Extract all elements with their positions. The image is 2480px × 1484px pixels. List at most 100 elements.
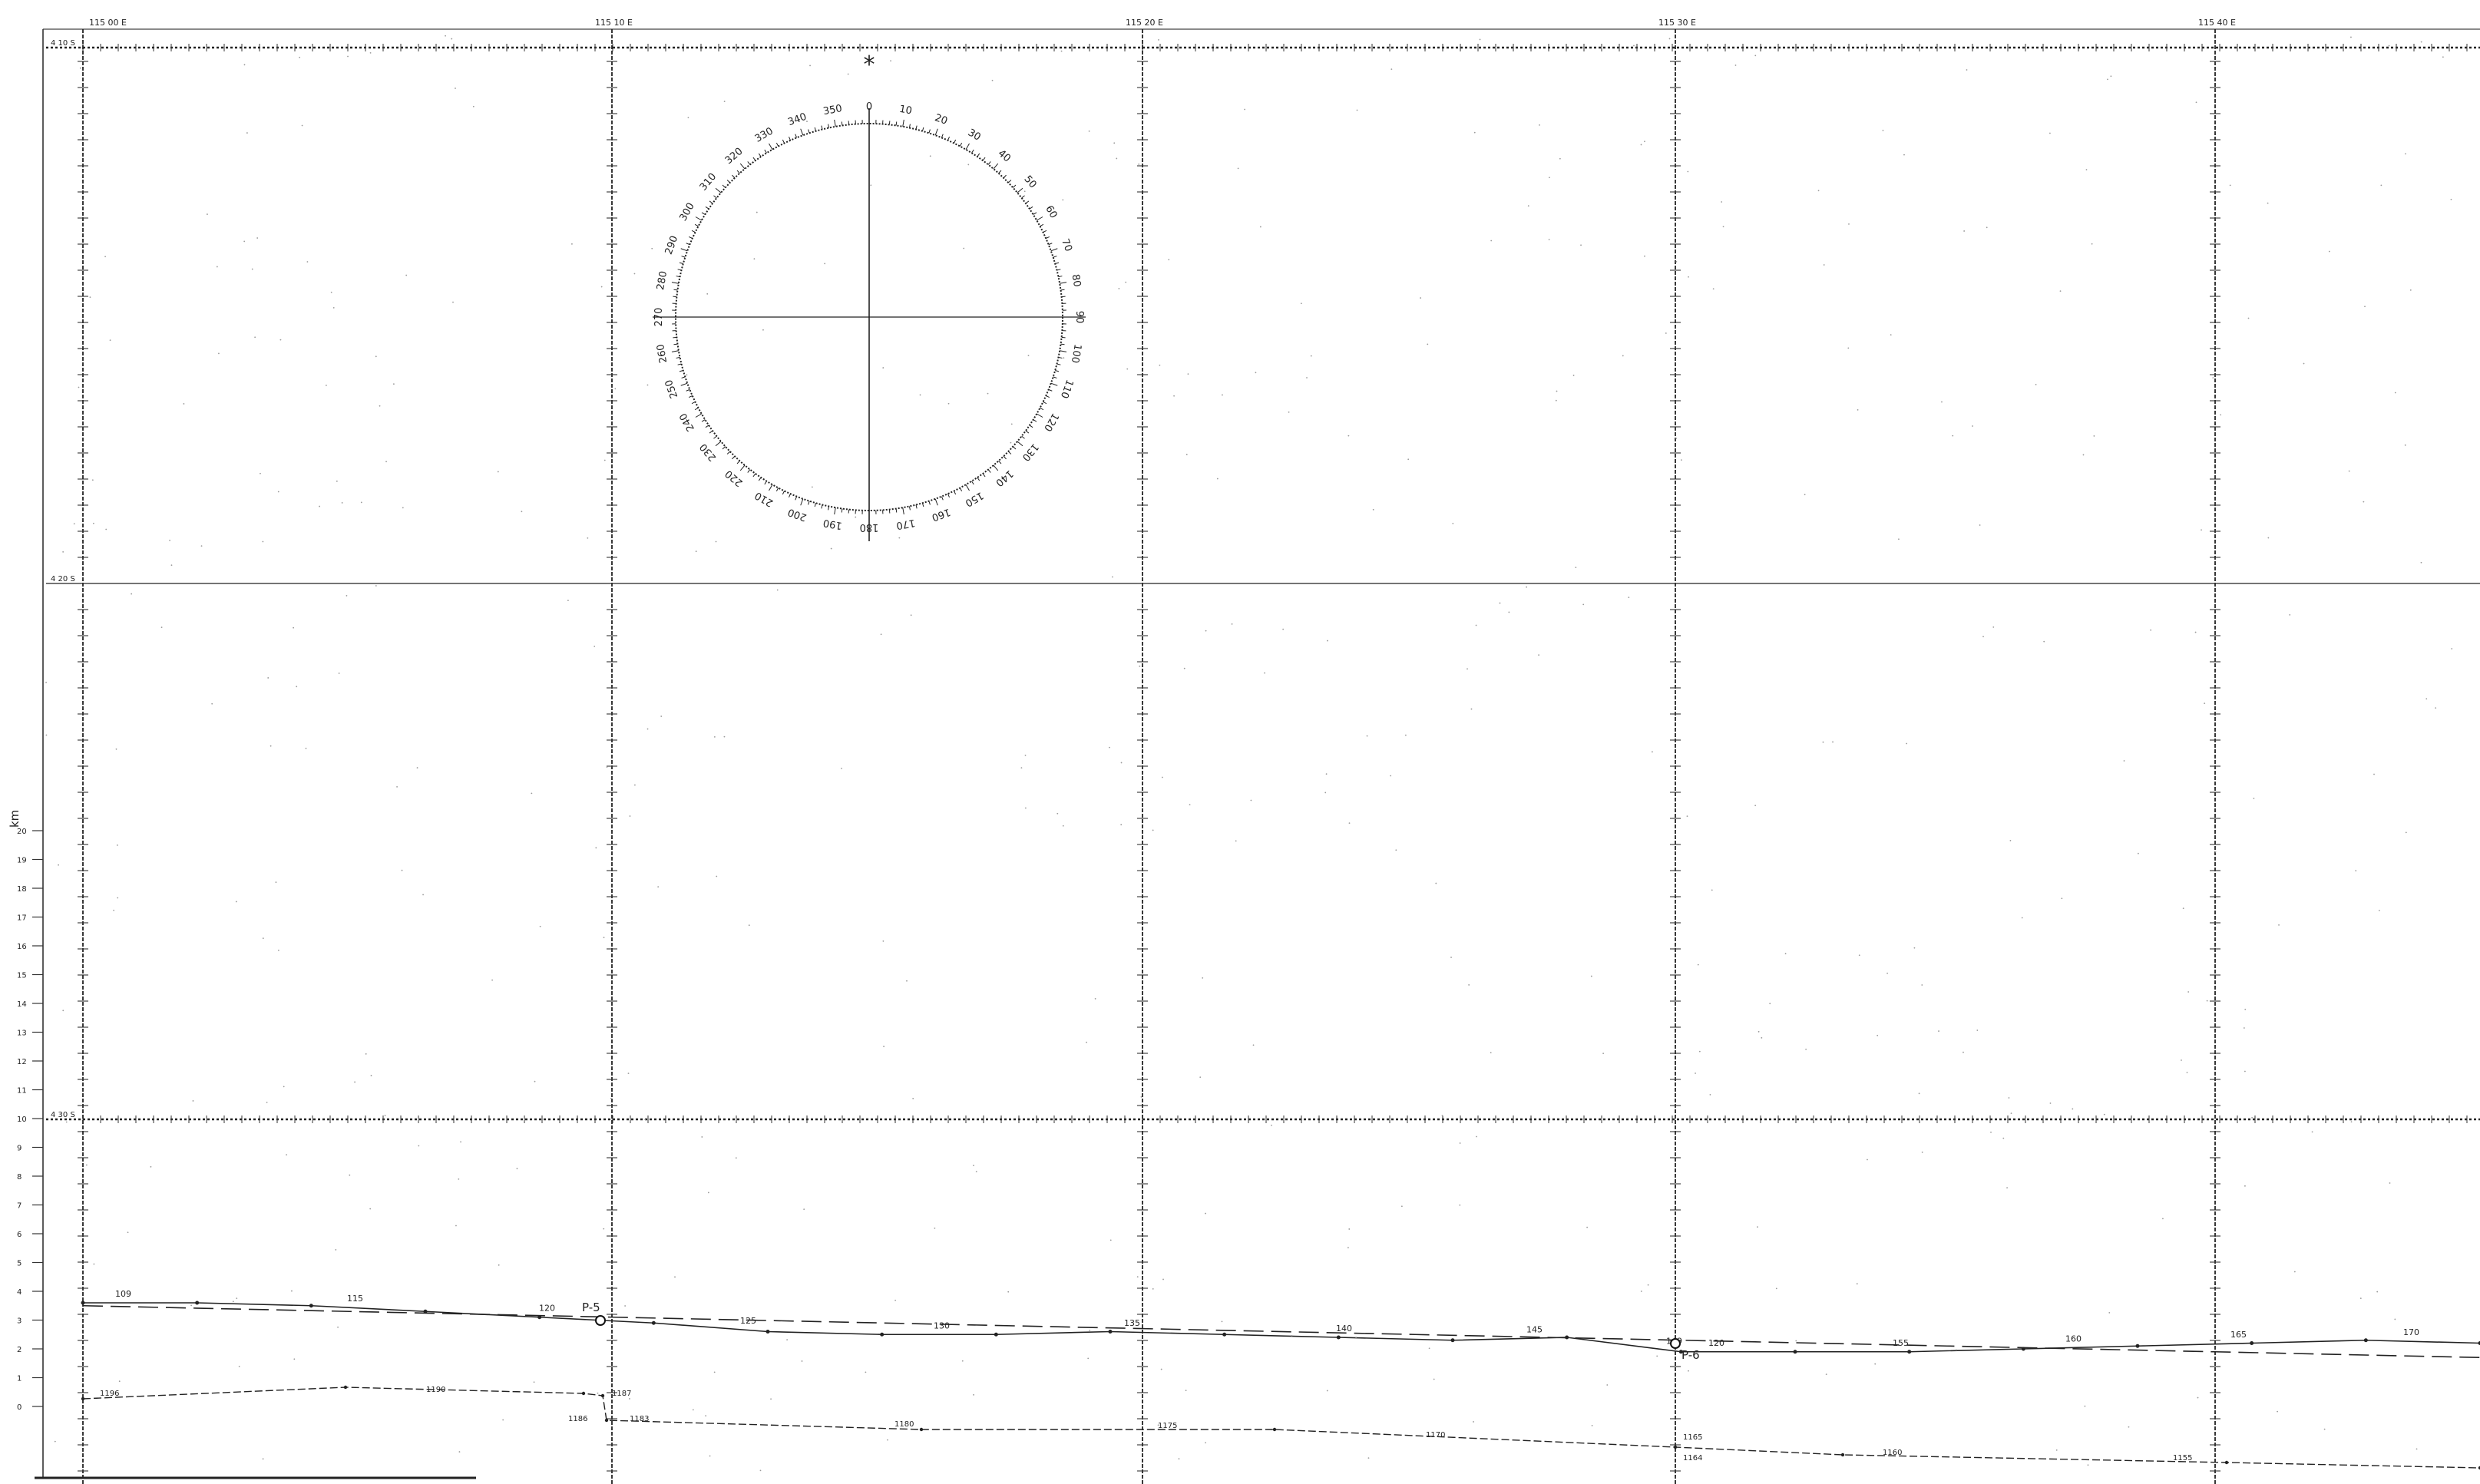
rose-tick	[941, 496, 944, 501]
speckle	[62, 550, 64, 553]
rose-tick	[1050, 382, 1058, 386]
speckle	[2186, 1072, 2188, 1073]
speckle	[2194, 631, 2197, 633]
speckle	[2355, 870, 2357, 872]
lower-track-label: 1186	[568, 1415, 587, 1423]
speckle	[2229, 184, 2231, 187]
rose-tick	[998, 460, 1002, 464]
rose-tick	[928, 501, 931, 505]
speckle	[1185, 454, 1188, 455]
speckle	[692, 1409, 694, 1411]
speckle	[870, 184, 872, 187]
speckle	[405, 274, 408, 276]
lower-track-point	[1840, 1453, 1845, 1457]
rose-tick	[1012, 446, 1017, 450]
speckle	[89, 296, 91, 299]
speckle	[2435, 707, 2437, 709]
speckle	[1686, 815, 1688, 818]
rose-tick	[1046, 236, 1050, 239]
rose-tick	[701, 212, 706, 215]
rose-tick	[691, 230, 696, 233]
map-grid	[46, 29, 2480, 1484]
rose-tick	[673, 289, 678, 291]
upper-track-label: 130	[934, 1320, 950, 1330]
lower-track-label: 1180	[894, 1420, 914, 1429]
speckle	[262, 937, 264, 940]
rose-tick	[1048, 388, 1053, 392]
lower-track-label: 1155	[2173, 1454, 2192, 1463]
speckle	[2128, 1426, 2130, 1428]
speckle	[1348, 822, 1351, 825]
speckle	[279, 339, 282, 341]
speckle	[445, 35, 446, 37]
rose-tick	[677, 363, 682, 365]
speckle	[104, 256, 107, 258]
rose-tick	[1017, 441, 1023, 447]
noise	[45, 35, 2453, 1472]
speckle	[1221, 1320, 1223, 1323]
lower-track-line	[82, 1386, 2480, 1469]
speckle	[341, 502, 343, 504]
rose-tick	[1025, 200, 1030, 204]
speckle	[1300, 302, 1302, 305]
rose-tick	[722, 184, 726, 188]
speckle	[2376, 1291, 2379, 1293]
longitude-label: 115 00 E	[89, 18, 127, 28]
latitude-labels: 4 10 S 4 20 S 4 30 S	[51, 39, 75, 1119]
speckle	[1687, 170, 1689, 173]
lower-track-point	[581, 1391, 586, 1396]
speckle	[713, 1371, 716, 1373]
speckle	[2380, 184, 2382, 187]
speckle	[335, 1249, 337, 1251]
rose-tick	[1060, 343, 1065, 345]
speckle	[326, 385, 327, 386]
speckle	[707, 1191, 709, 1194]
speckle	[2048, 132, 2051, 134]
speckle	[200, 545, 203, 547]
speckle	[1992, 626, 1995, 628]
speckle	[1282, 628, 1285, 630]
speckle	[614, 388, 617, 390]
upper-track-label: 165	[2230, 1330, 2247, 1340]
speckle	[460, 1141, 461, 1143]
rose-degree-label: 50	[1021, 174, 1038, 190]
speckle	[305, 747, 307, 749]
speckle	[396, 785, 398, 788]
rose-tick	[1003, 174, 1007, 179]
speckle	[1023, 190, 1026, 193]
speckle	[1652, 751, 1653, 753]
speckle	[1159, 364, 1161, 366]
speckle	[1390, 775, 1392, 777]
speckle	[1113, 142, 1116, 144]
speckle	[1539, 124, 1540, 126]
speckle	[1882, 129, 1884, 131]
speckle	[238, 1365, 240, 1367]
speckle	[293, 626, 295, 629]
speckle	[291, 1290, 293, 1292]
rose-tick	[1046, 395, 1050, 398]
speckle	[2103, 1113, 2105, 1115]
speckle	[354, 1081, 355, 1083]
rose-tick	[715, 187, 722, 193]
rose-tick	[736, 460, 740, 464]
speckle	[2091, 243, 2093, 245]
speckle	[2197, 1396, 2199, 1399]
rose-tick	[1007, 180, 1012, 183]
speckle	[610, 1097, 612, 1099]
rose-degree-label: 10	[898, 104, 913, 117]
speckle	[629, 815, 631, 817]
speckle	[2405, 153, 2406, 155]
rose-tick	[977, 477, 980, 481]
speckle	[1291, 1334, 1293, 1337]
speckle	[1470, 708, 1473, 710]
rose-degree-label: 60	[1043, 203, 1059, 220]
rose-tick	[954, 491, 957, 495]
speckle	[633, 273, 636, 275]
upper-track-point	[880, 1332, 885, 1337]
speckle	[651, 247, 653, 250]
speckle	[883, 1046, 885, 1047]
speckle	[2087, 1464, 2089, 1466]
upper-track-label: 145	[1526, 1324, 1543, 1334]
rose-tick	[1036, 413, 1043, 418]
rose-tick	[673, 336, 677, 339]
